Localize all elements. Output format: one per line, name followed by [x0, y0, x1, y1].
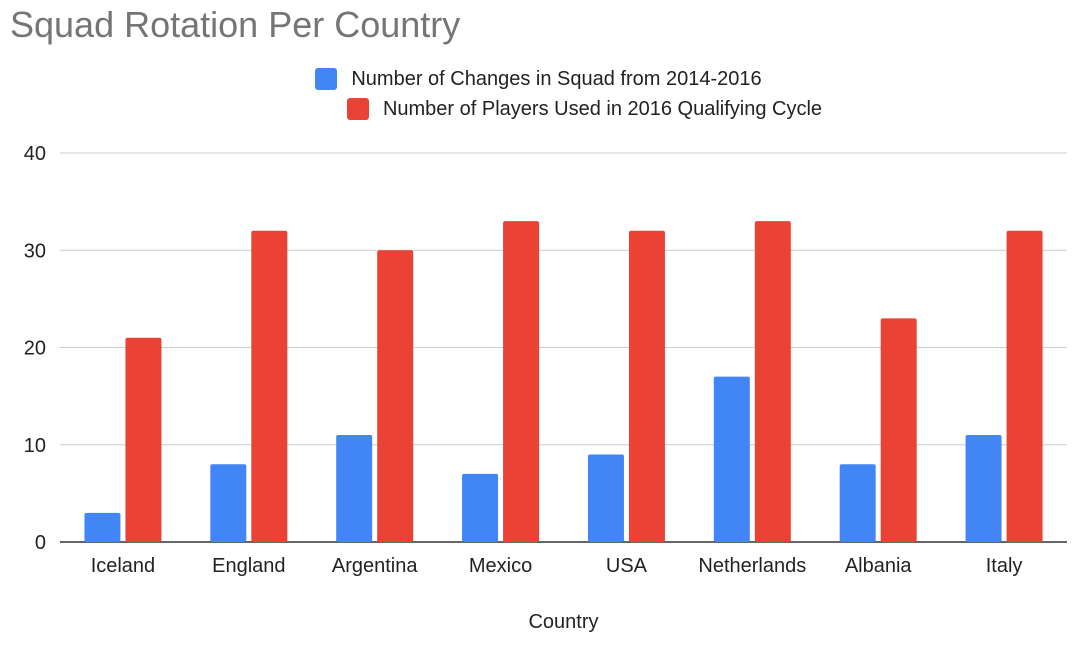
y-tick-label: 10 [24, 435, 46, 457]
x-tick-label: Albania [845, 555, 913, 577]
y-tick-label: 40 [24, 143, 46, 165]
legend-item-players: Number of Players Used in 2016 Qualifyin… [78, 94, 1091, 124]
legend-label-players: Number of Players Used in 2016 Qualifyin… [382, 97, 823, 120]
x-tick-label: Mexico [469, 555, 532, 577]
bar-changes [462, 473, 499, 542]
bar-players [1006, 230, 1043, 543]
bar-changes [713, 376, 750, 542]
bar-players [754, 221, 791, 542]
x-tick-label: Netherlands [698, 555, 806, 577]
y-tick-label: 0 [35, 532, 46, 554]
bar-changes [965, 435, 1002, 542]
x-tick-label: Iceland [91, 555, 156, 577]
legend-item-changes: Number of Changes in Squad from 2014-201… [0, 64, 1091, 94]
bar-changes [587, 454, 624, 542]
bar-players [377, 250, 414, 542]
y-tick-label: 30 [24, 240, 46, 262]
bar-changes [210, 464, 247, 542]
chart-title: Squad Rotation Per Country [10, 4, 461, 45]
x-axis-title: Country [528, 611, 598, 633]
bar-changes [84, 512, 121, 542]
bar-changes [336, 435, 373, 542]
bar-changes [839, 464, 876, 542]
y-tick-label: 20 [24, 338, 46, 360]
legend-swatch-players [346, 98, 369, 120]
bar-players [251, 230, 288, 543]
legend-label-changes: Number of Changes in Squad from 2014-201… [351, 67, 762, 90]
bar-players [880, 318, 917, 542]
x-tick-label: England [212, 555, 285, 577]
legend: Number of Changes in Squad from 2014-201… [0, 64, 1091, 124]
bar-players [503, 221, 540, 542]
legend-swatch-changes [315, 68, 338, 90]
bar-players [628, 230, 665, 543]
x-tick-label: Italy [986, 555, 1023, 577]
x-tick-label: USA [606, 555, 648, 577]
x-tick-label: Argentina [332, 555, 418, 577]
bar-players [125, 337, 162, 542]
